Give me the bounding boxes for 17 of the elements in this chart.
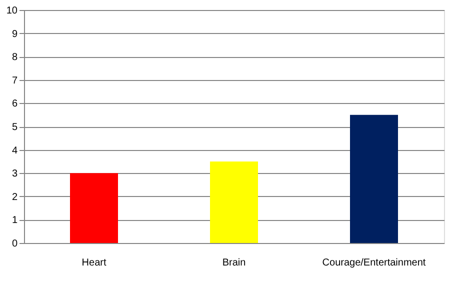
x-tick-label: Heart: [82, 258, 106, 268]
y-tick-label: 8: [12, 52, 18, 64]
bar: [70, 173, 118, 243]
y-tick-label: 6: [12, 98, 18, 110]
y-tick-label: 1: [12, 215, 18, 226]
bar: [210, 161, 258, 243]
y-tick-label: 10: [6, 6, 18, 16]
y-tick-label: 9: [12, 28, 18, 40]
y-tick-label: 4: [12, 145, 18, 156]
x-tick-label: Courage/Entertainment: [322, 258, 426, 268]
y-tick-label: 3: [12, 168, 18, 180]
y-tick-label: 2: [12, 192, 18, 203]
y-tick-label: 0: [12, 238, 18, 250]
x-tick-label: Brain: [222, 258, 246, 268]
y-tick-label: 5: [12, 122, 18, 133]
bar: [350, 114, 398, 243]
y-tick-label: 7: [12, 75, 18, 86]
